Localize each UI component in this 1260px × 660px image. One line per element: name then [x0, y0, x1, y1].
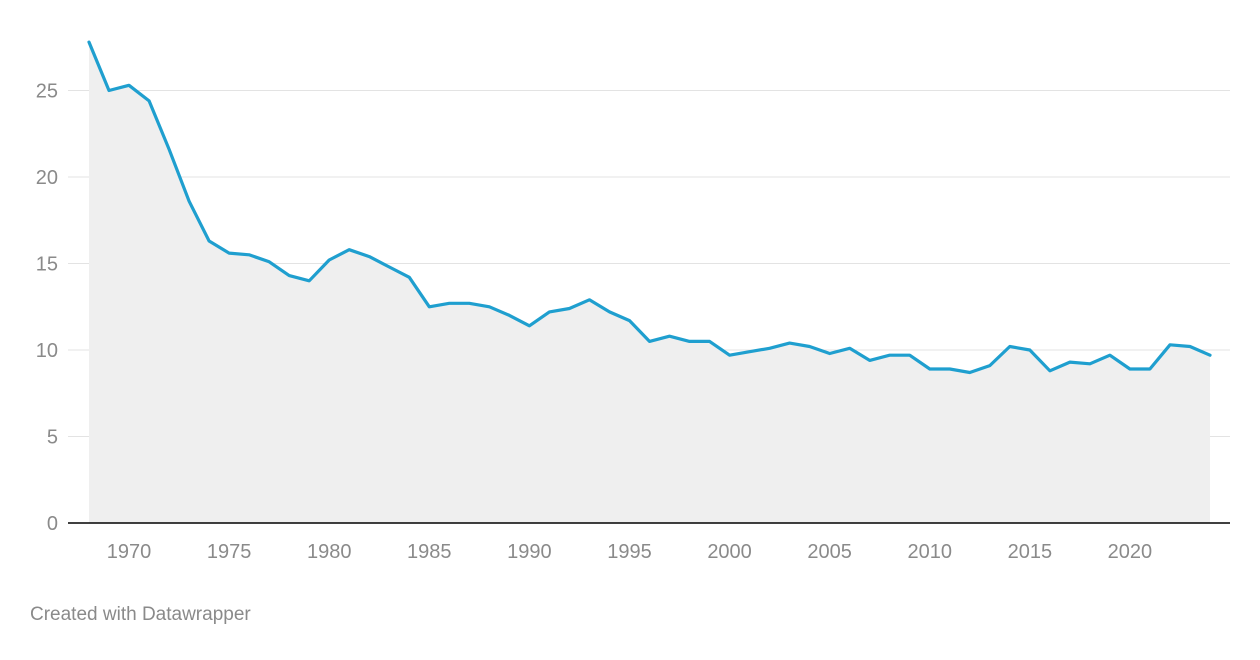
x-tick-label: 2010	[908, 541, 953, 563]
y-tick-label: 20	[36, 167, 58, 189]
x-axis: 1970 1975 1980 1985 1990 1995 2000 2005 2010 2015…	[107, 541, 1152, 563]
x-tick-label: 1975	[207, 541, 252, 563]
y-tick-label: 5	[47, 427, 58, 449]
x-tick-label: 2005	[807, 541, 852, 563]
x-tick-label: 1995	[607, 541, 652, 563]
x-tick-label: 2020	[1108, 541, 1153, 563]
y-tick-label: 10	[36, 340, 58, 362]
y-tick-label: 25	[36, 81, 58, 103]
y-tick-label: 15	[36, 254, 58, 276]
x-tick-label: 2015	[1008, 541, 1053, 563]
x-tick-label: 1990	[507, 541, 552, 563]
x-tick-label: 1985	[407, 541, 452, 563]
series-line	[87, 40, 1212, 375]
area-fill	[89, 42, 1210, 523]
x-tick-label: 2000	[707, 541, 752, 563]
credit-text: Created with Datawrapper	[30, 604, 251, 625]
x-tick-label: 1970	[107, 541, 152, 563]
x-tick-label: 1980	[307, 541, 352, 563]
y-tick-label: 0	[47, 513, 58, 535]
y-axis: 0 5 10 15 20 25	[36, 81, 58, 536]
